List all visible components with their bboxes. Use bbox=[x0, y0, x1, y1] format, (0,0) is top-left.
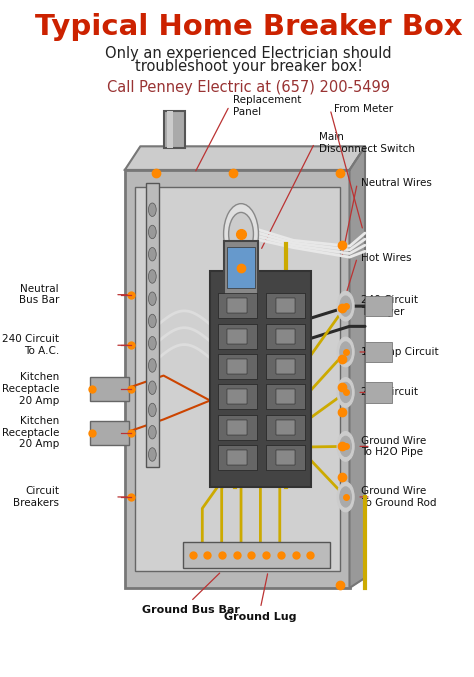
Circle shape bbox=[148, 203, 156, 217]
Text: From Meter: From Meter bbox=[334, 104, 393, 114]
Circle shape bbox=[148, 248, 156, 261]
Text: 240 Circuit: 240 Circuit bbox=[361, 387, 418, 397]
Text: Only an experienced Electrician should: Only an experienced Electrician should bbox=[106, 47, 392, 62]
Text: Hot Wires: Hot Wires bbox=[361, 253, 411, 263]
Text: Neutral Wires: Neutral Wires bbox=[361, 179, 432, 188]
Bar bbox=[228, 248, 255, 288]
Bar bbox=[276, 359, 295, 374]
Circle shape bbox=[148, 403, 156, 417]
Text: Ground Lug: Ground Lug bbox=[224, 611, 297, 621]
Text: Typical Home Breaker Box: Typical Home Breaker Box bbox=[35, 13, 463, 41]
Bar bbox=[228, 328, 247, 344]
Circle shape bbox=[337, 337, 354, 367]
Bar bbox=[146, 183, 158, 466]
Bar bbox=[266, 354, 305, 379]
Bar bbox=[266, 385, 305, 410]
Bar bbox=[218, 293, 256, 318]
Text: 240 Circuit
To Dryer: 240 Circuit To Dryer bbox=[361, 295, 418, 317]
Bar bbox=[266, 324, 305, 349]
Circle shape bbox=[148, 225, 156, 239]
Bar bbox=[228, 299, 247, 313]
Text: Replacement
Panel: Replacement Panel bbox=[233, 95, 301, 116]
Bar bbox=[90, 377, 129, 401]
Bar bbox=[135, 187, 340, 571]
Text: Neutral
Bus Bar: Neutral Bus Bar bbox=[18, 284, 59, 305]
Circle shape bbox=[340, 436, 351, 456]
Circle shape bbox=[337, 431, 354, 461]
Bar bbox=[125, 170, 349, 588]
Circle shape bbox=[148, 359, 156, 372]
Bar bbox=[266, 293, 305, 318]
Bar bbox=[365, 342, 392, 362]
Circle shape bbox=[148, 425, 156, 439]
Text: Kitchen
Receptacle
20 Amp: Kitchen Receptacle 20 Amp bbox=[1, 416, 59, 450]
Bar bbox=[228, 420, 247, 435]
Bar bbox=[183, 542, 330, 568]
Text: 240 Circuit
To A.C.: 240 Circuit To A.C. bbox=[2, 334, 59, 356]
Bar bbox=[218, 354, 256, 379]
Text: Kitchen
Receptacle
20 Amp: Kitchen Receptacle 20 Amp bbox=[1, 372, 59, 406]
Polygon shape bbox=[125, 146, 365, 170]
Bar bbox=[365, 383, 392, 403]
Circle shape bbox=[148, 336, 156, 350]
Text: Ground Wire
To H2O Pipe: Ground Wire To H2O Pipe bbox=[361, 435, 427, 457]
Circle shape bbox=[148, 314, 156, 328]
Bar bbox=[218, 445, 256, 470]
Bar bbox=[218, 385, 256, 410]
Polygon shape bbox=[349, 146, 365, 588]
Circle shape bbox=[148, 447, 156, 461]
Bar bbox=[228, 359, 247, 374]
Text: Ground Wire
To Ground Rod: Ground Wire To Ground Rod bbox=[361, 486, 437, 508]
Bar bbox=[90, 420, 129, 445]
Circle shape bbox=[337, 378, 354, 408]
Circle shape bbox=[228, 213, 254, 256]
Bar bbox=[218, 324, 256, 349]
Bar bbox=[164, 110, 185, 148]
Circle shape bbox=[148, 381, 156, 395]
Circle shape bbox=[340, 487, 351, 507]
Bar bbox=[228, 389, 247, 404]
Bar bbox=[276, 389, 295, 404]
Text: Main
Disconnect Switch: Main Disconnect Switch bbox=[319, 132, 414, 154]
Bar bbox=[276, 328, 295, 344]
Circle shape bbox=[340, 296, 351, 316]
Bar bbox=[224, 241, 258, 294]
Bar bbox=[266, 415, 305, 439]
Bar bbox=[228, 450, 247, 465]
Bar bbox=[210, 271, 311, 487]
Circle shape bbox=[337, 482, 354, 512]
Circle shape bbox=[340, 342, 351, 362]
Bar bbox=[167, 110, 173, 148]
Text: Call Penney Electric at (657) 200-5499: Call Penney Electric at (657) 200-5499 bbox=[107, 80, 390, 95]
Bar bbox=[276, 299, 295, 313]
Circle shape bbox=[337, 291, 354, 321]
Bar bbox=[266, 445, 305, 470]
Circle shape bbox=[148, 292, 156, 305]
Circle shape bbox=[148, 269, 156, 283]
Text: Ground Bus Bar: Ground Bus Bar bbox=[142, 605, 240, 615]
Bar bbox=[276, 420, 295, 435]
Bar bbox=[218, 415, 256, 439]
Text: 15 Amp Circuit: 15 Amp Circuit bbox=[361, 347, 439, 357]
Bar bbox=[276, 450, 295, 465]
Circle shape bbox=[340, 383, 351, 403]
Text: Circuit
Breakers: Circuit Breakers bbox=[13, 486, 59, 508]
Text: troubleshoot your breaker box!: troubleshoot your breaker box! bbox=[135, 59, 363, 74]
Circle shape bbox=[224, 204, 258, 264]
Bar bbox=[365, 296, 392, 316]
